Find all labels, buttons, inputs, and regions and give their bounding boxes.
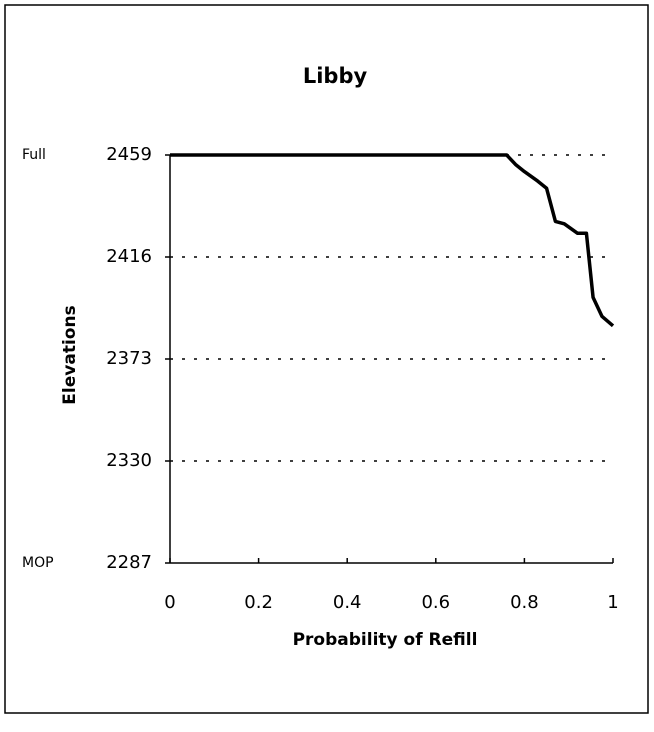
x-tick-label: 0.8 — [510, 592, 539, 613]
y-tick-label: 2330 — [106, 450, 152, 471]
y-axis-label: Elevations — [60, 305, 80, 404]
x-tick-label: 1 — [607, 592, 618, 613]
y-tick-label: 2459 — [106, 144, 152, 165]
chart-title: Libby — [303, 64, 368, 88]
x-tick-label: 0.6 — [421, 592, 450, 613]
y-tick-label: 2416 — [106, 246, 152, 267]
line-series — [170, 153, 615, 328]
y-tick-label: 2373 — [106, 348, 152, 369]
frame — [4, 4, 649, 714]
x-axis-label: Probability of Refill — [293, 630, 478, 650]
x-tick-label: 0.2 — [244, 592, 273, 613]
x-tick-label: 0.4 — [333, 592, 362, 613]
annotation: MOP — [22, 555, 54, 571]
y-tick-label: 2287 — [106, 552, 152, 573]
annotation: Full — [22, 147, 46, 163]
x-tick-label: 0 — [164, 592, 175, 613]
